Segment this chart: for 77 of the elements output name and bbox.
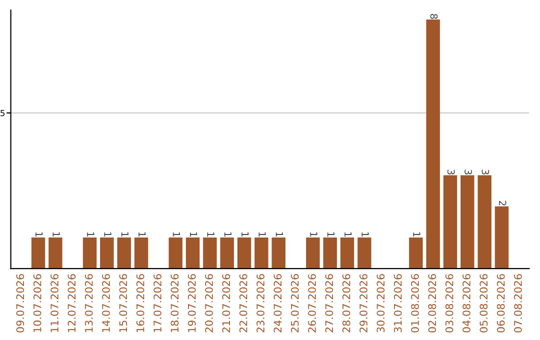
x-tick-label: 03.08.2026 [445, 274, 454, 332]
data-label: 1 [276, 232, 283, 237]
data-label: 1 [327, 232, 334, 237]
x-tick-label: 23.07.2026 [256, 274, 264, 332]
data-label: 1 [242, 232, 249, 237]
x-tick-label: 20.07.2026 [205, 274, 213, 332]
data-label: 1 [36, 232, 43, 237]
x-tick-label: 24.07.2026 [274, 274, 282, 332]
x-tick-label: 31.07.2026 [394, 274, 402, 332]
data-label: 3 [447, 170, 455, 174]
bar [100, 237, 114, 269]
bar [323, 237, 337, 269]
bar [82, 237, 97, 269]
x-tick-label: 12.07.2026 [68, 274, 76, 332]
data-label: 1 [87, 232, 94, 237]
x-tick-label: 26.07.2026 [308, 274, 316, 332]
bar [254, 237, 268, 269]
x-tick-label: 27.07.2026 [325, 274, 334, 332]
bar [168, 237, 182, 269]
x-tick-label: 14.07.2026 [102, 274, 110, 332]
data-label: 3 [464, 170, 472, 174]
bar [478, 175, 492, 269]
x-tick-label: 04.08.2026 [462, 274, 470, 332]
x-tick-label: 29.07.2026 [360, 274, 368, 332]
x-tick-label: 17.07.2026 [154, 274, 162, 332]
bar [358, 237, 372, 269]
x-tick-label: 13.07.2026 [84, 274, 93, 332]
bar [443, 175, 458, 269]
bar [186, 237, 200, 269]
x-tick-label: 25.07.2026 [290, 274, 299, 332]
y-tick-label: 5 [0, 110, 5, 116]
x-tick-label: 22.07.2026 [239, 274, 248, 332]
bar [340, 237, 354, 269]
x-tick-label: 10.07.2026 [33, 274, 42, 332]
bar [460, 175, 474, 269]
x-tick-label: 05.08.2026 [480, 274, 488, 332]
bar [203, 237, 217, 269]
data-label: 1 [362, 232, 369, 237]
data-label: 1 [310, 232, 318, 237]
x-tick-label: 19.07.2026 [188, 274, 196, 332]
data-label: 2 [499, 200, 506, 206]
data-label: 1 [258, 232, 266, 237]
data-label: 1 [190, 232, 198, 237]
data-label: 1 [121, 232, 128, 237]
data-label: 1 [344, 232, 352, 237]
data-label: 1 [413, 232, 420, 237]
data-label: 1 [207, 232, 214, 237]
data-label: 8 [430, 14, 438, 19]
data-label: 1 [52, 232, 60, 237]
bar [48, 237, 62, 269]
x-tick-label: 28.07.2026 [342, 274, 350, 332]
x-tick-label: 07.08.2026 [514, 274, 522, 332]
x-tick-label: 06.08.2026 [496, 274, 505, 332]
x-tick-label: 09.07.2026 [16, 274, 24, 332]
bar [31, 237, 46, 269]
bar [426, 20, 440, 269]
x-tick-label: 30.07.2026 [376, 274, 385, 332]
data-label: 3 [482, 170, 490, 174]
bar [272, 237, 286, 269]
bar [220, 237, 234, 269]
data-label: 1 [224, 232, 232, 237]
bar [117, 237, 131, 269]
x-tick-label: 18.07.2026 [170, 274, 179, 332]
x-tick-label: 11.07.2026 [50, 274, 58, 332]
bar [409, 237, 423, 269]
bar [494, 206, 509, 269]
x-tick-label: 16.07.2026 [136, 274, 144, 332]
data-label: 1 [138, 232, 146, 237]
x-tick-label: 01.08.2026 [411, 274, 419, 332]
x-tick-label: 21.07.2026 [222, 274, 230, 332]
x-tick-label: 02.08.2026 [428, 274, 436, 332]
data-label: 1 [104, 232, 112, 237]
x-tick-label: 15.07.2026 [119, 274, 128, 332]
data-label: 1 [172, 232, 180, 237]
bar [134, 237, 148, 269]
bar [306, 237, 320, 269]
bar [237, 237, 252, 269]
